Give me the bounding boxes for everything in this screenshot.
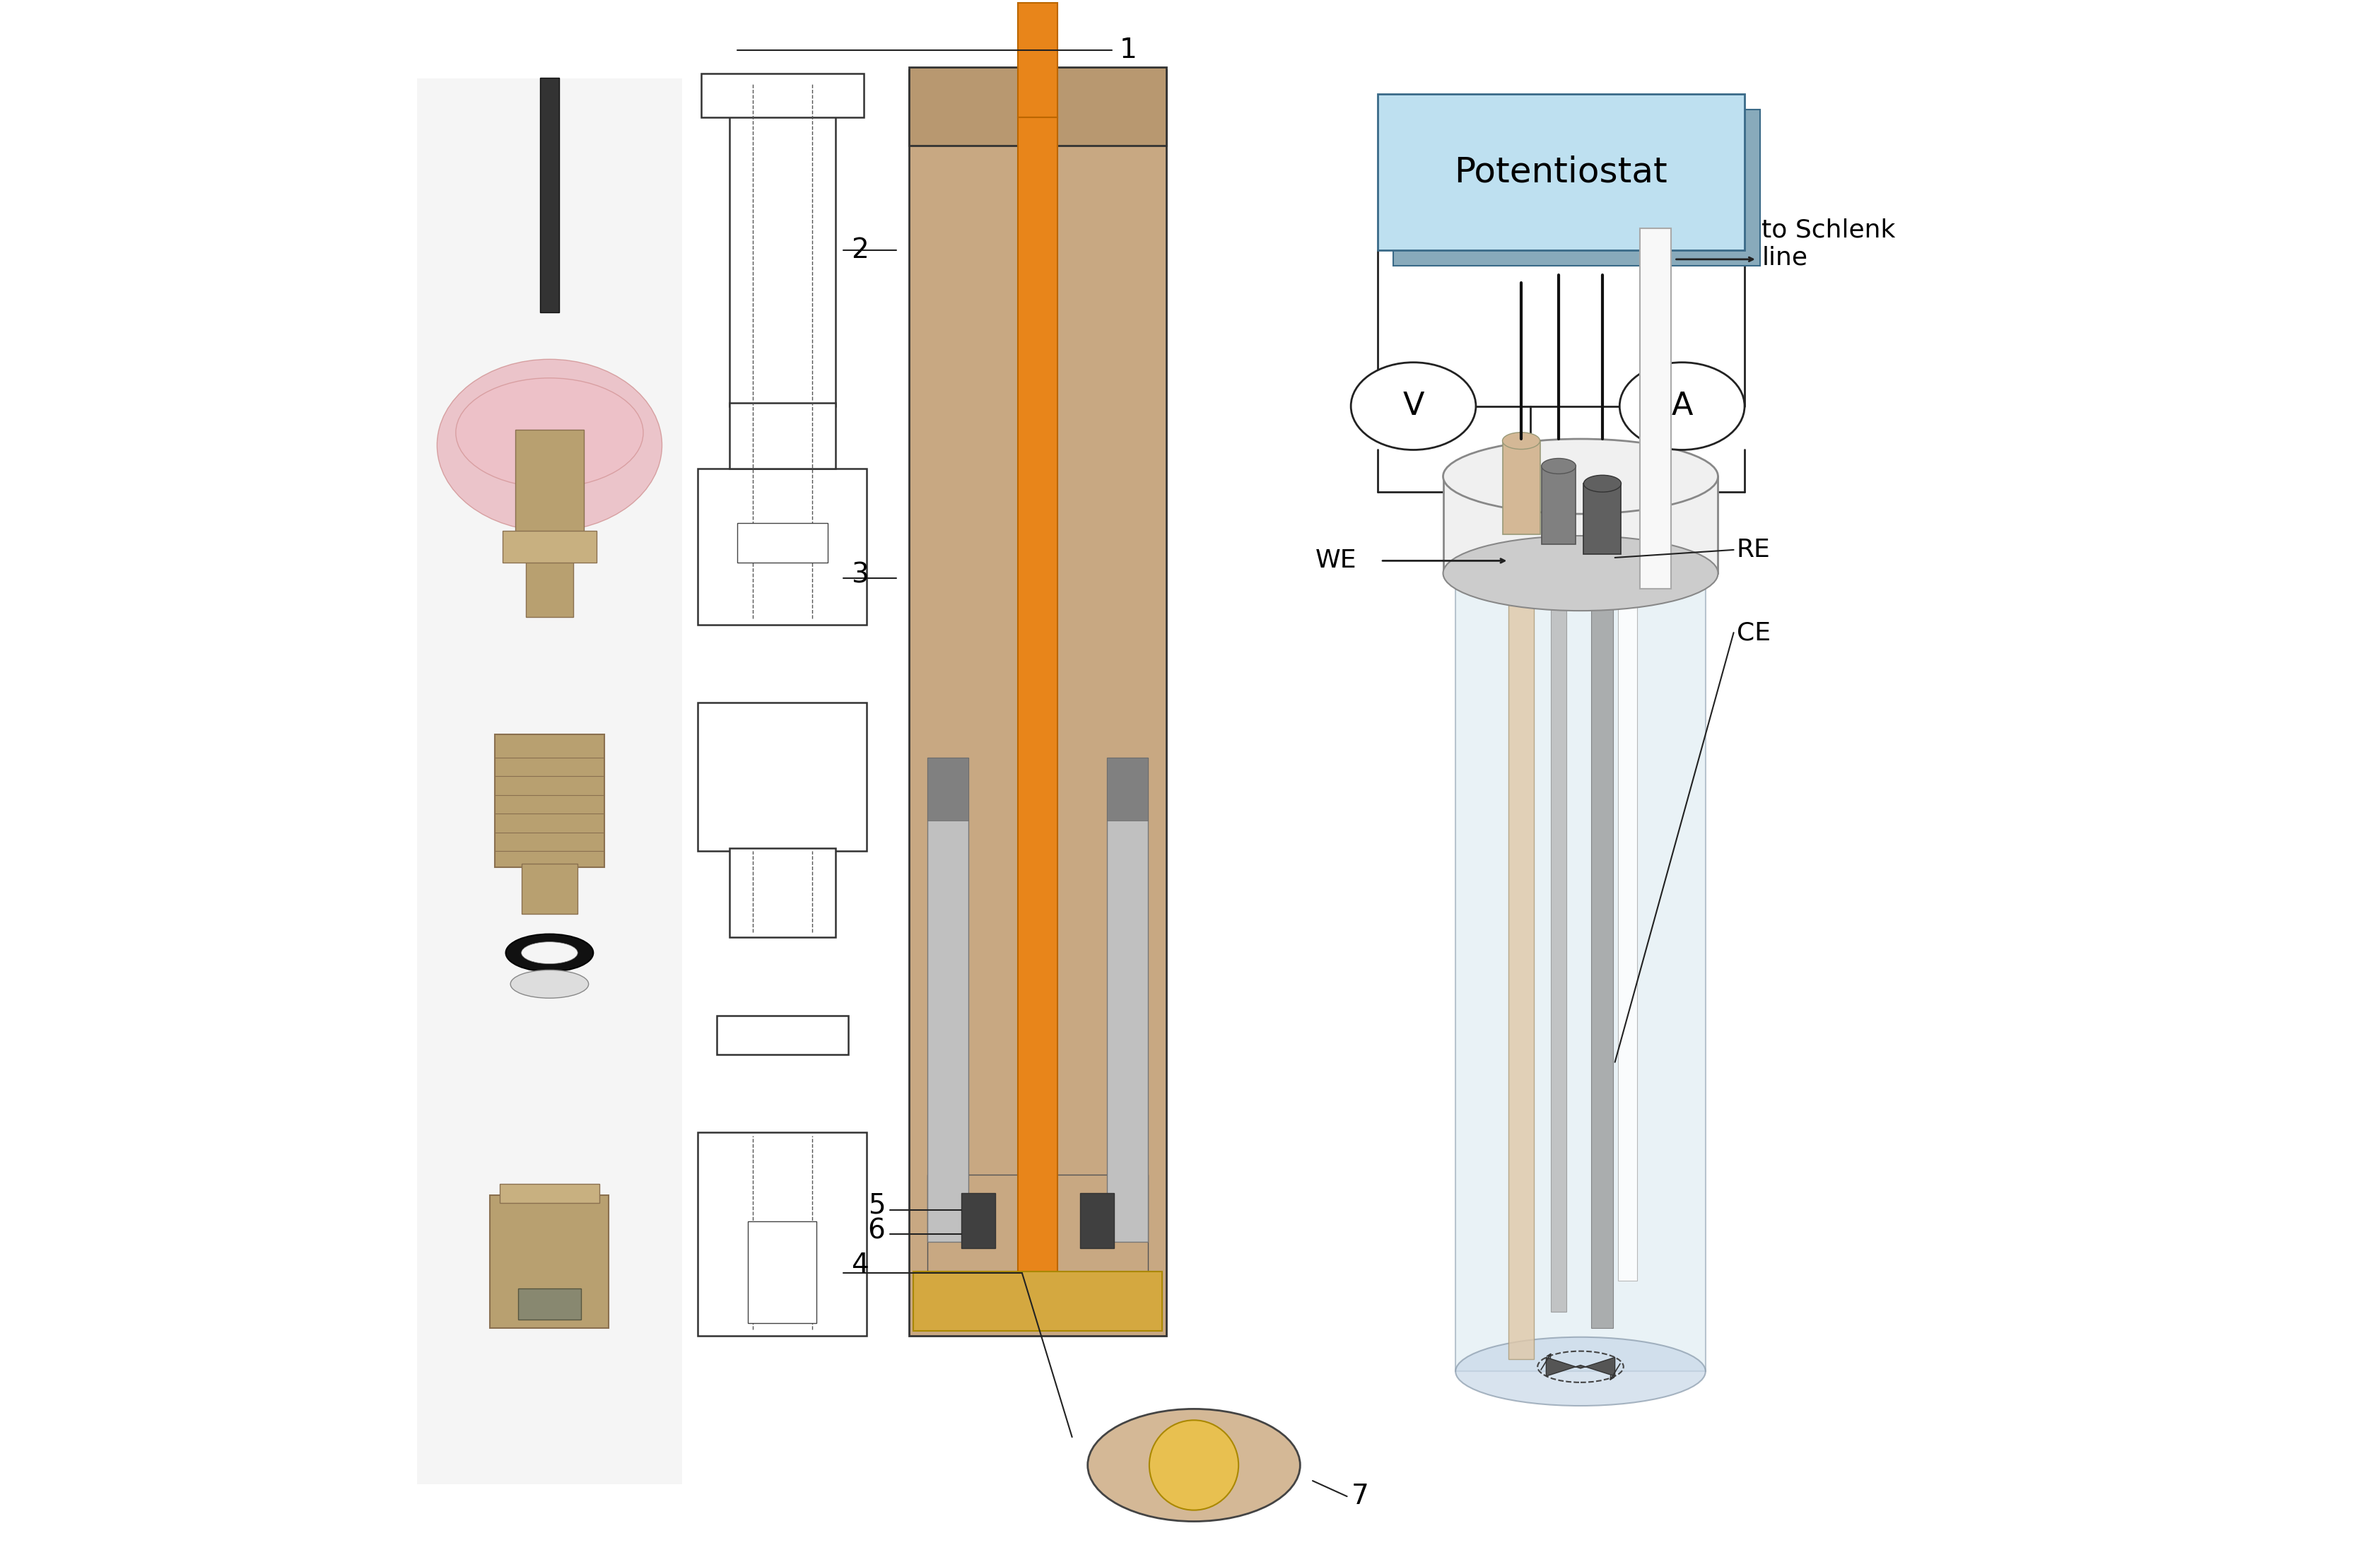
- Text: RE: RE: [1737, 537, 1771, 562]
- Ellipse shape: [1442, 439, 1718, 514]
- Bar: [697, 469, 866, 625]
- Bar: [928, 758, 969, 820]
- Bar: [728, 848, 835, 937]
- Text: A: A: [1671, 390, 1692, 422]
- Bar: [962, 1193, 995, 1248]
- Text: V: V: [1402, 390, 1423, 422]
- Ellipse shape: [1352, 362, 1476, 450]
- Bar: [1019, 3, 1057, 117]
- Ellipse shape: [1088, 1409, 1299, 1521]
- Bar: [502, 531, 597, 562]
- Bar: [1019, 117, 1057, 1273]
- Bar: [416, 78, 683, 1484]
- Bar: [500, 1184, 600, 1203]
- Bar: [909, 67, 1166, 145]
- Ellipse shape: [521, 942, 578, 964]
- Ellipse shape: [1583, 475, 1621, 492]
- Bar: [914, 1271, 1161, 1331]
- Bar: [716, 1015, 847, 1054]
- Ellipse shape: [1442, 536, 1718, 611]
- Ellipse shape: [1502, 433, 1540, 450]
- Text: 5: 5: [869, 1192, 885, 1218]
- Bar: [1457, 539, 1706, 1371]
- Ellipse shape: [507, 934, 593, 972]
- Text: Potentiostat: Potentiostat: [1454, 155, 1668, 189]
- Polygon shape: [1547, 1357, 1616, 1376]
- Bar: [1583, 484, 1621, 555]
- Bar: [928, 1175, 1147, 1276]
- Bar: [702, 73, 864, 117]
- Text: 1: 1: [1119, 36, 1138, 64]
- Bar: [1509, 586, 1533, 1359]
- Bar: [1640, 228, 1671, 589]
- Bar: [728, 78, 835, 406]
- Bar: [1592, 601, 1614, 1328]
- Bar: [1542, 465, 1576, 544]
- Text: CE: CE: [1737, 620, 1771, 645]
- Bar: [1552, 601, 1566, 1312]
- Bar: [1107, 758, 1147, 820]
- Bar: [495, 734, 605, 867]
- Bar: [738, 523, 828, 562]
- Bar: [909, 70, 1166, 1336]
- Ellipse shape: [1621, 362, 1745, 450]
- Ellipse shape: [438, 359, 662, 531]
- Bar: [1392, 109, 1761, 266]
- Bar: [490, 1195, 609, 1328]
- Bar: [1107, 758, 1147, 1242]
- Bar: [1378, 94, 1745, 250]
- Ellipse shape: [1457, 505, 1706, 573]
- Ellipse shape: [1542, 458, 1576, 473]
- Bar: [728, 403, 835, 469]
- Ellipse shape: [1150, 1420, 1238, 1510]
- Ellipse shape: [1457, 1337, 1706, 1406]
- Bar: [1502, 440, 1540, 534]
- Bar: [521, 864, 578, 914]
- Bar: [747, 1221, 816, 1323]
- Text: 7: 7: [1352, 1482, 1368, 1510]
- Text: WE: WE: [1316, 548, 1357, 573]
- Ellipse shape: [509, 970, 588, 998]
- Bar: [1618, 586, 1637, 1281]
- Bar: [1442, 476, 1718, 573]
- Bar: [1081, 1193, 1114, 1248]
- Text: 6: 6: [869, 1217, 885, 1243]
- Bar: [514, 430, 583, 547]
- Bar: [519, 1289, 581, 1320]
- Bar: [697, 703, 866, 851]
- Text: 3: 3: [852, 561, 869, 589]
- Text: 2: 2: [852, 236, 869, 264]
- Bar: [928, 758, 969, 1242]
- Bar: [540, 78, 559, 312]
- Bar: [697, 1132, 866, 1336]
- Text: to Schlenk
line: to Schlenk line: [1761, 217, 1894, 270]
- Bar: [526, 539, 574, 617]
- Text: 4: 4: [852, 1251, 869, 1279]
- Ellipse shape: [457, 378, 643, 487]
